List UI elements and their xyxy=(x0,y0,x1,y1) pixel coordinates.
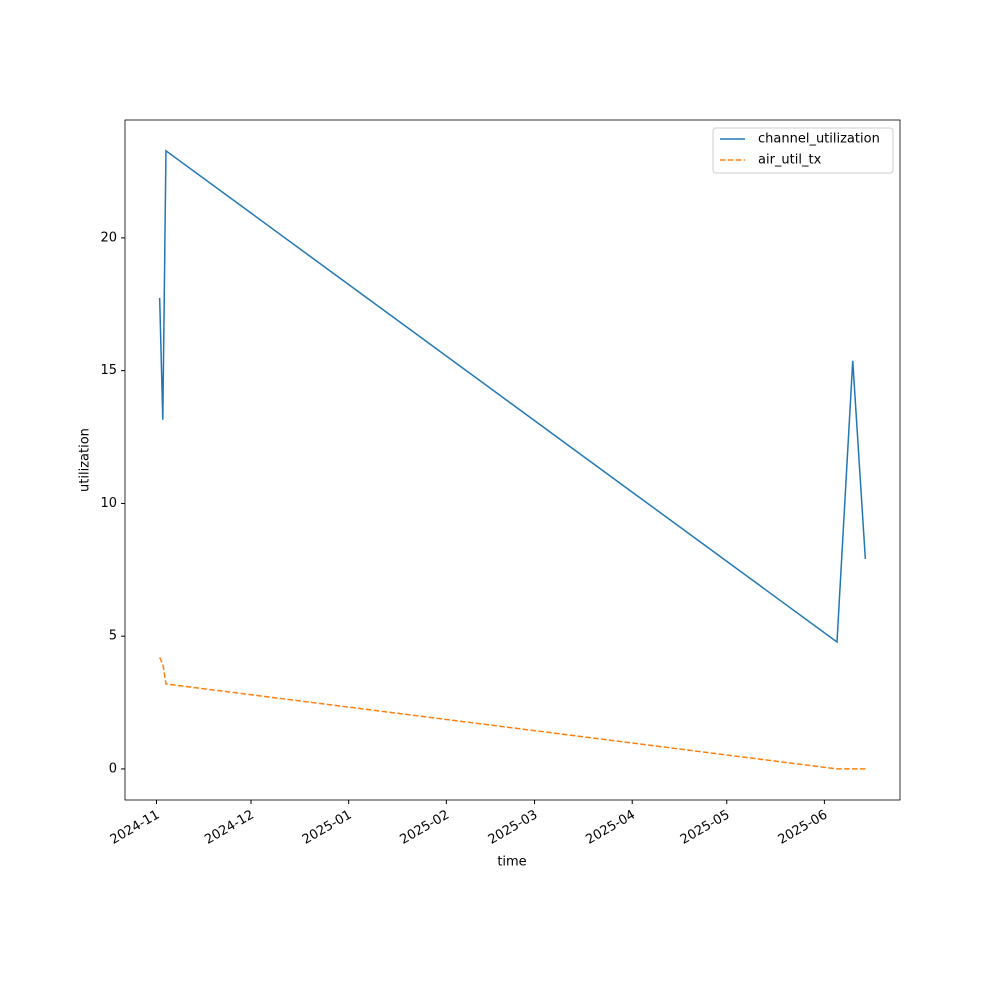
x-tick-label: 2025-03 xyxy=(486,808,541,848)
y-tick-label: 5 xyxy=(109,629,117,644)
x-tick-label: 2025-04 xyxy=(583,808,638,848)
x-tick-label: 2025-01 xyxy=(300,808,355,848)
y-tick-label: 15 xyxy=(100,363,117,378)
x-tick-label: 2025-06 xyxy=(776,808,831,848)
plot-frame xyxy=(124,119,901,801)
data-line xyxy=(158,657,866,770)
y-tick-label: 0 xyxy=(109,761,117,776)
legend-label: air_util_tx xyxy=(758,153,822,168)
x-axis-label: time xyxy=(497,855,526,870)
legend-box xyxy=(712,127,894,174)
legend-label: channel_utilization xyxy=(758,132,880,147)
y-axis-label: utilization xyxy=(78,428,93,492)
x-tick-label: 2024-11 xyxy=(108,808,163,848)
x-tick-label: 2024-12 xyxy=(202,808,257,848)
y-tick-label: 10 xyxy=(100,496,117,511)
data-line xyxy=(158,149,867,644)
y-tick-label: 20 xyxy=(100,230,117,245)
x-tick-label: 2025-05 xyxy=(678,808,733,848)
x-tick-label: 2025-02 xyxy=(398,808,453,848)
